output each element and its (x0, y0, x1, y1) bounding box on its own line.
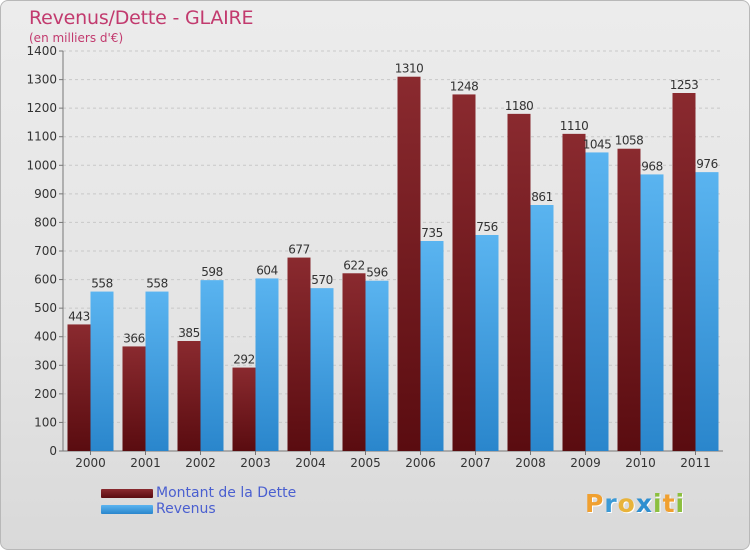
bar-revenus (640, 174, 664, 451)
logo-letter: o (617, 489, 636, 518)
bar-revenus (255, 278, 279, 451)
bar-dette (617, 148, 641, 451)
data-label-dette: 443 (68, 309, 89, 323)
x-tick-label: 2003 (240, 456, 271, 470)
data-label-revenus: 861 (531, 190, 552, 204)
data-label-revenus: 756 (476, 220, 497, 234)
y-tick-label: 700 (34, 244, 57, 258)
bar-revenus (365, 280, 389, 451)
data-label-dette: 1058 (615, 134, 644, 148)
y-tick-label: 900 (34, 187, 57, 201)
bar-revenus (310, 288, 334, 451)
bar-revenus (420, 241, 444, 451)
x-tick-label: 2011 (680, 456, 711, 470)
bar-dette (122, 346, 146, 451)
y-tick-label: 1400 (26, 44, 57, 58)
data-label-dette: 385 (178, 326, 199, 340)
data-label-dette: 1180 (505, 99, 534, 113)
bar-dette (397, 76, 421, 451)
x-tick-label: 2009 (570, 456, 601, 470)
legend-label-revenus: Revenus (156, 501, 216, 517)
logo-letter: x (635, 489, 653, 518)
bar-dette (562, 133, 586, 451)
data-label-revenus: 596 (366, 266, 387, 280)
x-tick-label: 2008 (515, 456, 546, 470)
y-tick-label: 0 (49, 444, 57, 458)
data-label-dette: 1310 (395, 62, 424, 76)
logo-letter: P (585, 489, 605, 518)
y-tick-label: 400 (34, 330, 57, 344)
logo-letter: t (662, 489, 676, 518)
y-tick-label: 600 (34, 273, 57, 287)
data-label-dette: 622 (343, 258, 364, 272)
x-tick-label: 2001 (130, 456, 161, 470)
bars (67, 76, 719, 451)
bar-dette (452, 94, 476, 451)
x-tick-label: 2005 (350, 456, 381, 470)
bar-revenus (695, 172, 719, 451)
data-label-dette: 677 (288, 243, 309, 257)
data-label-dette: 292 (233, 353, 254, 367)
legend-swatch-dette (101, 489, 153, 498)
legend-swatch-revenus (101, 505, 153, 514)
logo-letter: r (604, 489, 618, 518)
axes: 0 100 200 300 400 500 600 700 800 900 1000 1100 1200… (26, 44, 723, 470)
logo-letter: i (675, 489, 686, 518)
bar-dette (672, 93, 696, 451)
x-tick-label: 2010 (625, 456, 656, 470)
data-label-dette: 1248 (450, 79, 479, 93)
grid (63, 50, 723, 452)
y-tick-label: 1300 (26, 73, 57, 87)
bar-dette (507, 113, 531, 451)
bar-dette (67, 324, 91, 451)
data-label-revenus: 604 (256, 263, 277, 277)
x-tick-label: 2000 (75, 456, 106, 470)
bar-revenus (475, 235, 499, 451)
bar-revenus (145, 291, 169, 451)
x-tick-label: 2006 (405, 456, 436, 470)
bar-dette (232, 367, 256, 451)
data-label-dette: 1253 (670, 78, 699, 92)
data-label-revenus: 598 (201, 265, 222, 279)
data-label-revenus: 968 (641, 159, 662, 173)
y-tick-label: 1000 (26, 158, 57, 172)
data-label-revenus: 976 (696, 157, 717, 171)
data-label-revenus: 558 (146, 277, 167, 291)
bar-revenus (585, 152, 609, 451)
legend-label-dette: Montant de la Dette (156, 485, 297, 501)
data-label-revenus: 735 (421, 226, 442, 240)
y-tick-label: 100 (34, 415, 57, 429)
x-tick-label: 2002 (185, 456, 216, 470)
bar-revenus (200, 280, 224, 451)
data-label-dette: 366 (123, 331, 144, 345)
proxiti-logo: Proxiti (585, 489, 685, 518)
chart-title: Revenus/Dette - GLAIRE (29, 7, 254, 29)
data-label-dette: 1110 (560, 119, 589, 133)
y-tick-label: 300 (34, 358, 57, 372)
data-label-revenus: 1045 (583, 137, 612, 151)
chart-subtitle: (en milliers d'€) (29, 31, 124, 45)
bar-dette (177, 341, 201, 451)
y-tick-label: 800 (34, 215, 57, 229)
data-label-revenus: 570 (311, 273, 332, 287)
x-tick-label: 2007 (460, 456, 491, 470)
x-tick-label: 2004 (295, 456, 326, 470)
bar-dette (287, 257, 311, 451)
y-tick-label: 1200 (26, 101, 57, 115)
data-label-revenus: 558 (91, 277, 112, 291)
bar-dette (342, 273, 366, 451)
y-tick-label: 500 (34, 301, 57, 315)
bar-revenus (90, 291, 114, 451)
y-tick-label: 1100 (26, 130, 57, 144)
bar-revenus (530, 205, 554, 451)
y-tick-label: 200 (34, 387, 57, 401)
logo-letter: i (653, 489, 663, 518)
